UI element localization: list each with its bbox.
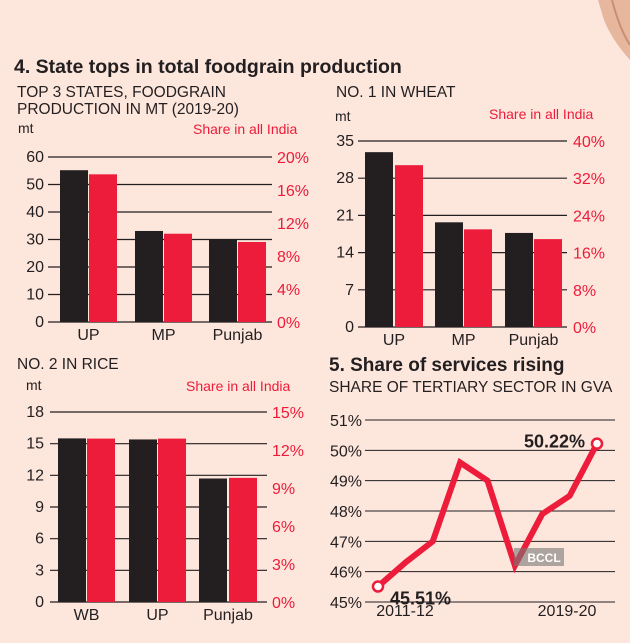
y2-tick-label: 0%: [277, 315, 300, 332]
category-label: UP: [146, 607, 168, 624]
section-4-heading: 4. State tops in total foodgrain product…: [14, 56, 402, 78]
share-bar: [238, 241, 266, 322]
category-label: Punjab: [203, 607, 253, 624]
y2-tick-label: 6%: [272, 519, 295, 536]
category-label: UP: [77, 327, 99, 344]
y2-tick-label: 9%: [272, 481, 295, 498]
y-tick-label: 35: [336, 133, 354, 150]
y2-tick-label: 16%: [573, 246, 605, 263]
y2-tick-label: 40%: [573, 134, 605, 151]
watermark-box: [514, 548, 564, 566]
endpoint-marker: [590, 437, 604, 450]
chart-1-title: TOP 3 STATES, FOODGRAIN PRODUCTION IN MT…: [17, 84, 239, 118]
chart-2-title: NO. 1 IN WHEAT: [336, 84, 456, 101]
y2-tick-label: 3%: [272, 557, 295, 574]
share-bar: [87, 438, 115, 602]
y-tick-label: 6: [35, 531, 44, 548]
production-bar: [135, 230, 163, 322]
y-tick-label: 28: [336, 170, 354, 187]
chart-2-y2label: Share in all India: [489, 106, 594, 122]
endpoint-marker: [371, 580, 385, 593]
y-tick-label: 49%: [330, 474, 362, 491]
y-tick-label: 50: [26, 177, 44, 194]
y-tick-label: 10: [26, 287, 44, 304]
production-bar: [505, 232, 533, 327]
y-tick-label: 21: [336, 207, 354, 224]
share-bar: [464, 229, 492, 327]
production-bar: [435, 222, 463, 327]
y2-tick-label: 20%: [277, 150, 309, 167]
chart-3-ylabel: mt: [26, 377, 42, 393]
share-bar: [534, 239, 562, 327]
y2-tick-label: 4%: [277, 282, 300, 299]
y-tick-label: 60: [26, 149, 44, 166]
y-tick-label: 0: [345, 319, 354, 336]
y2-tick-label: 0%: [272, 595, 295, 612]
y-tick-label: 18: [26, 404, 44, 421]
y2-tick-label: 0%: [573, 320, 596, 337]
y-tick-label: 51%: [330, 413, 362, 430]
x-tick-label: 2011-12: [376, 603, 434, 620]
y2-tick-label: 24%: [573, 208, 605, 225]
y-tick-label: 0: [35, 314, 44, 331]
production-bar: [199, 478, 227, 602]
category-label: Punjab: [509, 332, 559, 349]
category-label: WB: [74, 607, 100, 624]
y-tick-label: 30: [26, 232, 44, 249]
y-tick-label: 45%: [330, 595, 362, 612]
production-bar: [209, 239, 237, 322]
y-tick-label: 3: [35, 562, 44, 579]
watermark-text: BCCL: [527, 551, 560, 565]
production-bar: [60, 170, 88, 322]
y2-tick-label: 15%: [272, 405, 304, 422]
y-tick-label: 15: [26, 436, 44, 453]
y2-tick-label: 32%: [573, 171, 605, 188]
y-tick-label: 14: [336, 245, 354, 262]
chart-3-title: NO. 2 IN RICE: [17, 356, 119, 373]
chart-2-ylabel: mt: [335, 108, 351, 124]
first-value-label: 45.51%: [390, 589, 451, 609]
x-tick-label: 2019-20: [538, 603, 597, 620]
y-tick-label: 9: [35, 499, 44, 516]
production-bar: [365, 152, 393, 327]
y-tick-label: 12: [26, 467, 44, 484]
y-tick-label: 7: [345, 282, 354, 299]
production-bar: [129, 439, 157, 602]
y2-tick-label: 12%: [272, 443, 304, 460]
section-5-heading: 5. Share of services rising: [329, 355, 565, 376]
y2-tick-label: 8%: [277, 249, 300, 266]
y2-tick-label: 12%: [277, 216, 309, 233]
y-tick-label: 47%: [330, 534, 362, 551]
category-label: Punjab: [213, 327, 263, 344]
y-tick-label: 46%: [330, 565, 362, 582]
chart-1-ylabel: mt: [18, 120, 34, 136]
last-value-label: 50.22%: [524, 432, 585, 452]
share-bar: [158, 438, 186, 602]
share-bar: [89, 174, 117, 322]
chart-4-title: SHARE OF TERTIARY SECTOR IN GVA: [329, 379, 613, 396]
y-tick-label: 50%: [330, 443, 362, 460]
y-tick-label: 20: [26, 259, 44, 276]
category-label: MP: [452, 332, 476, 349]
y2-tick-label: 8%: [573, 283, 596, 300]
hand-illustration: [598, 0, 630, 60]
y-tick-label: 48%: [330, 504, 362, 521]
y-tick-label: 40: [26, 204, 44, 221]
chart-3-y2label: Share in all India: [186, 378, 291, 394]
share-bar: [395, 165, 423, 327]
y2-tick-label: 16%: [277, 183, 309, 200]
series-line: [376, 442, 600, 589]
chart-1-y2label: Share in all India: [193, 121, 298, 137]
share-bar: [229, 477, 257, 602]
category-label: UP: [383, 332, 405, 349]
share-bar: [164, 233, 192, 322]
production-bar: [58, 438, 86, 602]
category-label: MP: [152, 327, 176, 344]
y-tick-label: 0: [35, 594, 44, 611]
